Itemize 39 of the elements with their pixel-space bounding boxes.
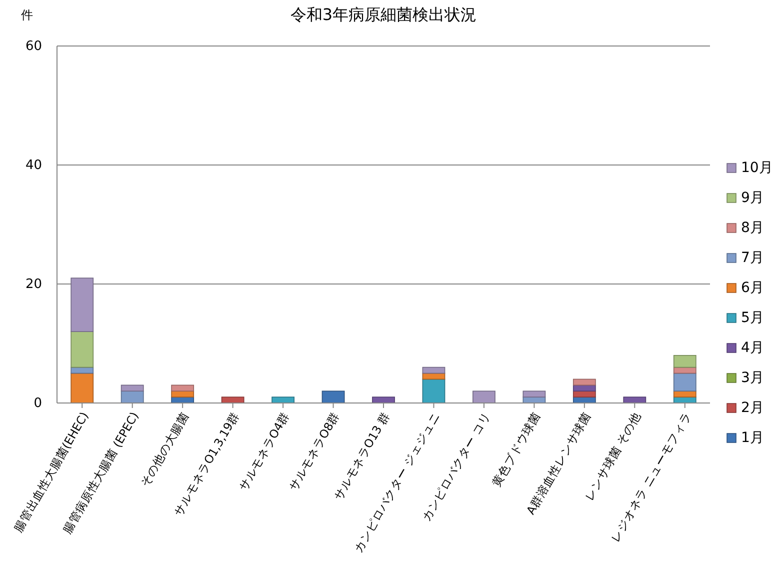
y-axis-title: 件 [21,8,33,22]
legend-label: 2月 [741,400,764,416]
bar [572,390,596,398]
legend-label: 5月 [741,310,764,326]
bar [70,331,94,368]
bar [221,396,244,404]
bar [623,396,646,404]
bar [171,384,194,392]
legend-label: 8月 [741,220,764,236]
legend-label: 4月 [741,340,764,356]
legend-label: 1月 [741,430,764,446]
bar [522,390,546,398]
bar [572,384,596,392]
bar [171,390,194,398]
bar [70,278,94,332]
chart-title: 令和3年病原細菌検出状況 [290,4,477,24]
bar [70,366,94,374]
legend-label: 9月 [741,190,764,206]
y-tick-label: 0 [34,396,42,410]
bar [422,378,446,404]
bar [472,390,496,404]
bar [673,372,696,392]
legend-label: 3月 [741,370,764,386]
legend-label: 6月 [741,280,764,296]
bar [70,372,94,404]
bar [673,390,696,398]
bar [372,396,395,404]
legend-label: 7月 [741,250,764,266]
bar [120,384,144,392]
bar [272,396,294,404]
bar [322,390,345,404]
bar [572,378,596,386]
bar [422,366,446,374]
y-tick-label: 60 [25,38,42,54]
bar [673,366,696,374]
y-tick-label: 20 [25,276,42,292]
bar [673,355,696,368]
y-tick-label: 40 [25,158,42,172]
legend-label: 10月 [741,160,773,176]
